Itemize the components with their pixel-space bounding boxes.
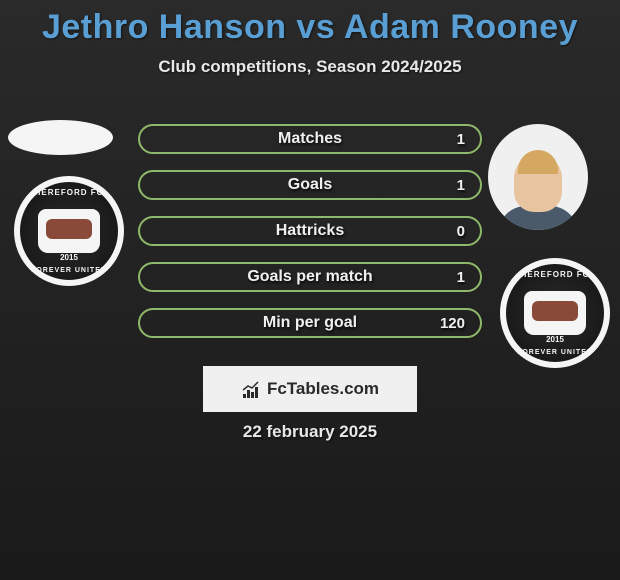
stat-label: Goals bbox=[288, 176, 332, 194]
club-crest-left: HEREFORD FC 2015 FOREVER UNITED bbox=[14, 176, 124, 286]
stat-row-min-per-goal: Min per goal 120 bbox=[138, 308, 482, 338]
stats-container: Matches 1 Goals 1 Hattricks 0 Goals per … bbox=[138, 124, 482, 354]
stat-value-right: 120 bbox=[440, 315, 465, 332]
stat-row-goals-per-match: Goals per match 1 bbox=[138, 262, 482, 292]
crest-bull-icon bbox=[524, 291, 586, 335]
crest-top-text: HEREFORD FC bbox=[521, 270, 590, 279]
attribution-badge: FcTables.com bbox=[203, 366, 417, 412]
stat-row-hattricks: Hattricks 0 bbox=[138, 216, 482, 246]
date-text: 22 february 2025 bbox=[0, 422, 620, 442]
subtitle: Club competitions, Season 2024/2025 bbox=[0, 57, 620, 77]
crest-year: 2015 bbox=[546, 335, 564, 344]
fctables-logo-icon bbox=[241, 380, 263, 398]
stat-value-right: 1 bbox=[457, 177, 465, 194]
stat-value-right: 1 bbox=[457, 131, 465, 148]
crest-bottom-text: FOREVER UNITED bbox=[517, 349, 593, 356]
crest-top-text: HEREFORD FC bbox=[35, 188, 104, 197]
stat-label: Hattricks bbox=[276, 222, 344, 240]
attribution-text: FcTables.com bbox=[267, 379, 379, 399]
stat-value-right: 0 bbox=[457, 223, 465, 240]
crest-bull-icon bbox=[38, 209, 100, 253]
crest-bottom-text: FOREVER UNITED bbox=[31, 267, 107, 274]
stat-row-matches: Matches 1 bbox=[138, 124, 482, 154]
crest-year: 2015 bbox=[60, 253, 78, 262]
stat-row-goals: Goals 1 bbox=[138, 170, 482, 200]
club-crest-right: HEREFORD FC 2015 FOREVER UNITED bbox=[500, 258, 610, 368]
stat-label: Matches bbox=[278, 130, 342, 148]
page-title: Jethro Hanson vs Adam Rooney bbox=[0, 0, 620, 47]
player-right-avatar bbox=[488, 124, 588, 230]
player-left-placeholder bbox=[8, 120, 113, 155]
stat-value-right: 1 bbox=[457, 269, 465, 286]
stat-label: Goals per match bbox=[247, 268, 372, 286]
stat-label: Min per goal bbox=[263, 314, 357, 332]
